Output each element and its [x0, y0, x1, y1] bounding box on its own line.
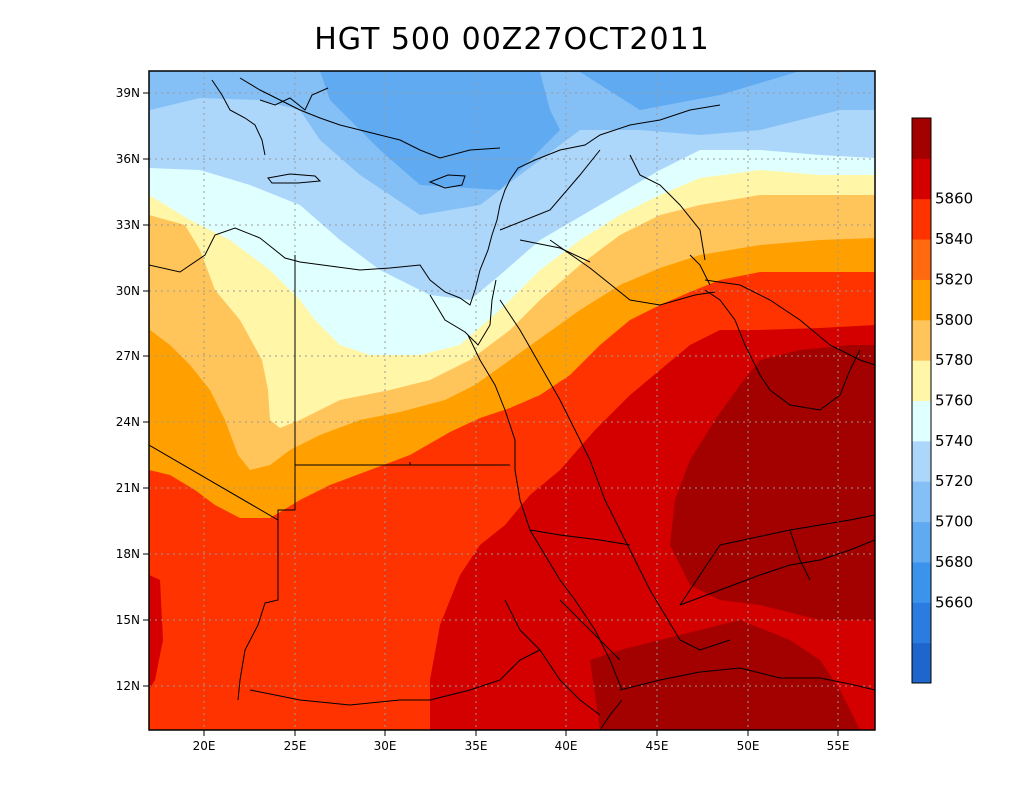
lat-tick-label: 24N — [116, 415, 140, 429]
map-title: HGT 500 00Z27OCT2011 — [314, 22, 710, 57]
colorbar-swatch — [912, 158, 931, 200]
colorbar-swatch — [912, 360, 931, 401]
colorbar-swatch — [912, 481, 931, 523]
lat-tick-label: 15N — [116, 613, 140, 627]
colorbar-label: 5780 — [935, 351, 973, 369]
lon-axis-labels: 20E 25E 30E 35E 40E 45E 50E 55E — [193, 739, 850, 753]
lat-tick-label: 30N — [116, 284, 140, 298]
colorbar-swatch — [912, 561, 931, 603]
lat-tick-label: 36N — [116, 152, 140, 166]
lon-tick-label: 20E — [193, 739, 216, 753]
lon-tick-label: 50E — [737, 739, 760, 753]
colorbar-label: 5860 — [935, 190, 973, 208]
lon-tick-label: 30E — [374, 739, 397, 753]
colorbar-swatch — [912, 642, 931, 684]
colorbar-swatch — [912, 118, 931, 159]
height-field — [149, 71, 875, 730]
lat-tick-label: 39N — [116, 86, 140, 100]
colorbar-swatch — [912, 279, 931, 321]
colorbar-labels: 5660 5680 5700 5720 5740 5760 5780 5800 5820 5840… — [935, 190, 973, 612]
colorbar-swatch — [912, 319, 931, 361]
lat-axis-labels: 12N 15N 18N 21N 24N 27N 30N 33N 36N 39N — [116, 86, 140, 693]
colorbar-label: 5720 — [935, 472, 973, 490]
colorbar-swatch — [912, 602, 931, 644]
map-frame — [148, 70, 876, 731]
contour-band-5860-west — [149, 575, 163, 690]
axis-tick-marks — [143, 92, 839, 736]
colorbar-label: 5760 — [935, 392, 973, 410]
lat-tick-label: 18N — [116, 547, 140, 561]
colorbar-label: 5700 — [935, 513, 973, 531]
colorbar-label: 5840 — [935, 230, 973, 248]
contour-band-5880 — [670, 345, 875, 620]
grid-lines — [149, 71, 875, 730]
lon-tick-label: 40E — [555, 739, 578, 753]
colorbar-swatch — [912, 239, 931, 280]
lon-tick-label: 35E — [465, 739, 488, 753]
colorbar-label: 5820 — [935, 270, 973, 288]
colorbar-label: 5740 — [935, 432, 973, 450]
colorbar-label: 5660 — [935, 593, 973, 611]
lat-tick-label: 27N — [116, 349, 140, 363]
colorbar-frame — [911, 117, 932, 684]
colorbar — [911, 117, 932, 684]
lon-tick-label: 25E — [284, 739, 307, 753]
coastlines-borders — [149, 77, 875, 730]
colorbar-label: 5680 — [935, 553, 973, 571]
colorbar-label: 5800 — [935, 311, 973, 329]
colorbar-swatch — [912, 440, 931, 482]
lon-tick-label: 55E — [827, 739, 850, 753]
lat-tick-label: 33N — [116, 218, 140, 232]
lat-tick-label: 21N — [116, 481, 140, 495]
colorbar-swatch — [912, 400, 931, 442]
lat-tick-label: 12N — [116, 679, 140, 693]
colorbar-swatch — [912, 521, 931, 563]
lon-tick-label: 45E — [646, 739, 669, 753]
colorbar-swatch — [912, 198, 931, 240]
